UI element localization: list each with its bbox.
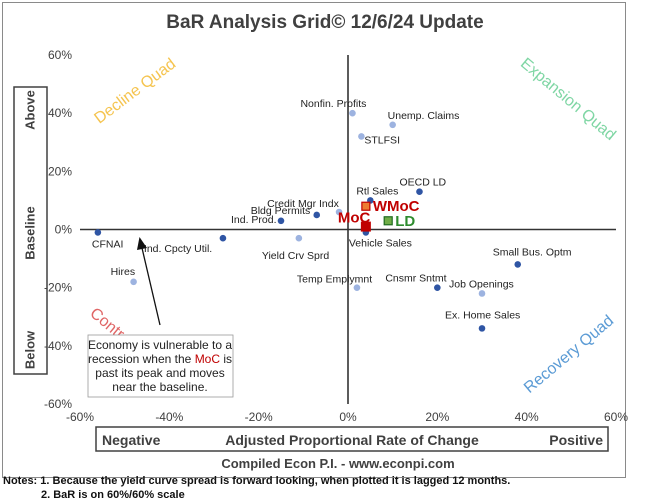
data-point-label: Ind. Prod. [231,214,277,226]
note-1: Notes: 1. Because the yield curve spread… [3,475,511,487]
y-tick-label: -20% [44,281,72,295]
moc-marker [360,221,371,232]
data-point-label: Credit Mgr Indx [267,198,340,210]
data-point [358,133,365,140]
quadrant-label-expansion: Expansion Quad [517,55,619,144]
data-point [349,109,356,117]
data-point-label: Rtl Sales [356,185,398,197]
data-point-label: Small Bus. Optm [493,246,572,258]
x-tick-label: 40% [515,410,539,424]
wmoc-label: WMoC [373,198,420,215]
data-point-label: Temp Emplymnt [297,274,372,286]
data-point [219,234,227,242]
data-point [353,284,361,291]
annotation-line: Economy is vulnerable to a [88,338,232,352]
chart-title: BaR Analysis Grid© 12/6/24 Update [166,12,483,33]
annotation-arrow-head [137,237,147,250]
x-axis-label-positive: Positive [549,432,603,448]
data-point-label: Ind. Cpcty Util. [144,243,212,255]
data-point [130,278,137,286]
y-axis-label-box [13,86,48,375]
data-point-label: Cnsmr Sntmt [385,273,446,285]
y-axis-label-baseline: Baseline [22,206,37,259]
data-point [478,290,486,297]
data-point-label: STLFSI [364,134,400,146]
data-point [295,234,303,242]
y-tick-label: 0% [55,223,73,237]
y-axis-label-above: Above [22,90,37,130]
data-point-label: Bldg Permits [251,205,311,217]
data-point-label: CFNAI [92,238,124,250]
y-tick-label: -60% [44,397,72,411]
quadrant-label-recovery: Recovery Quad [521,312,617,396]
annotation-line: recession when the MoC is [88,352,232,366]
data-point-label: Nonfin. Profits [300,98,366,110]
x-tick-label: -20% [245,410,273,424]
x-tick-label: 20% [425,410,449,424]
data-point-label: Vehicle Sales [349,237,412,249]
data-point-label: Unemp. Claims [388,110,460,122]
x-axis-label-negative: Negative [102,432,161,448]
note-2: 2. BaR is on 60%/60% scale [41,489,185,501]
data-point-label: Yield Crv Sprd [262,250,329,262]
ld-label: LD [395,213,415,230]
data-point [94,229,102,236]
x-tick-label: 0% [339,410,357,424]
notes: Notes: 1. Because the yield curve spread… [3,474,643,502]
y-tick-label: 60% [48,48,72,62]
x-tick-label: -40% [155,410,183,424]
y-tick-label: -40% [44,339,72,353]
data-point [416,188,423,195]
quadrant-label-decline: Decline Quad [91,55,179,127]
x-tick-label: 60% [604,410,628,424]
wmoc-marker [361,201,371,211]
x-axis-label-box [95,426,609,452]
chart-frame [2,2,626,478]
data-point-label: Job Openings [449,278,514,290]
annotation-line: near the baseline. [112,380,207,394]
data-point [514,261,522,268]
data-point [434,284,441,291]
annotation-box [87,334,234,398]
data-point-label: Hires [111,266,136,278]
data-point [277,217,285,225]
chart-credit: Compiled Econ P.I. - www.econpi.com [221,456,454,471]
annotation-line: past its peak and moves [95,366,224,380]
data-point [313,211,321,219]
data-point [389,121,396,129]
annotation-arrow-line [141,247,161,326]
x-tick-label: -60% [66,410,94,424]
data-point-label: OECD LD [399,177,446,189]
data-point [335,208,343,216]
data-point [478,325,486,332]
x-axis-label: Adjusted Proportional Rate of Change [225,432,479,448]
y-tick-label: 20% [48,164,72,178]
y-tick-label: 40% [48,106,72,120]
bar-analysis-grid-chart: BaR Analysis Grid© 12/6/24 Update Above Ba… [13,12,628,471]
data-point-label: Ex. Home Sales [445,309,520,321]
y-axis-label-below: Below [22,330,37,369]
moc-label: MoC [338,210,371,227]
ld-marker [383,216,393,226]
